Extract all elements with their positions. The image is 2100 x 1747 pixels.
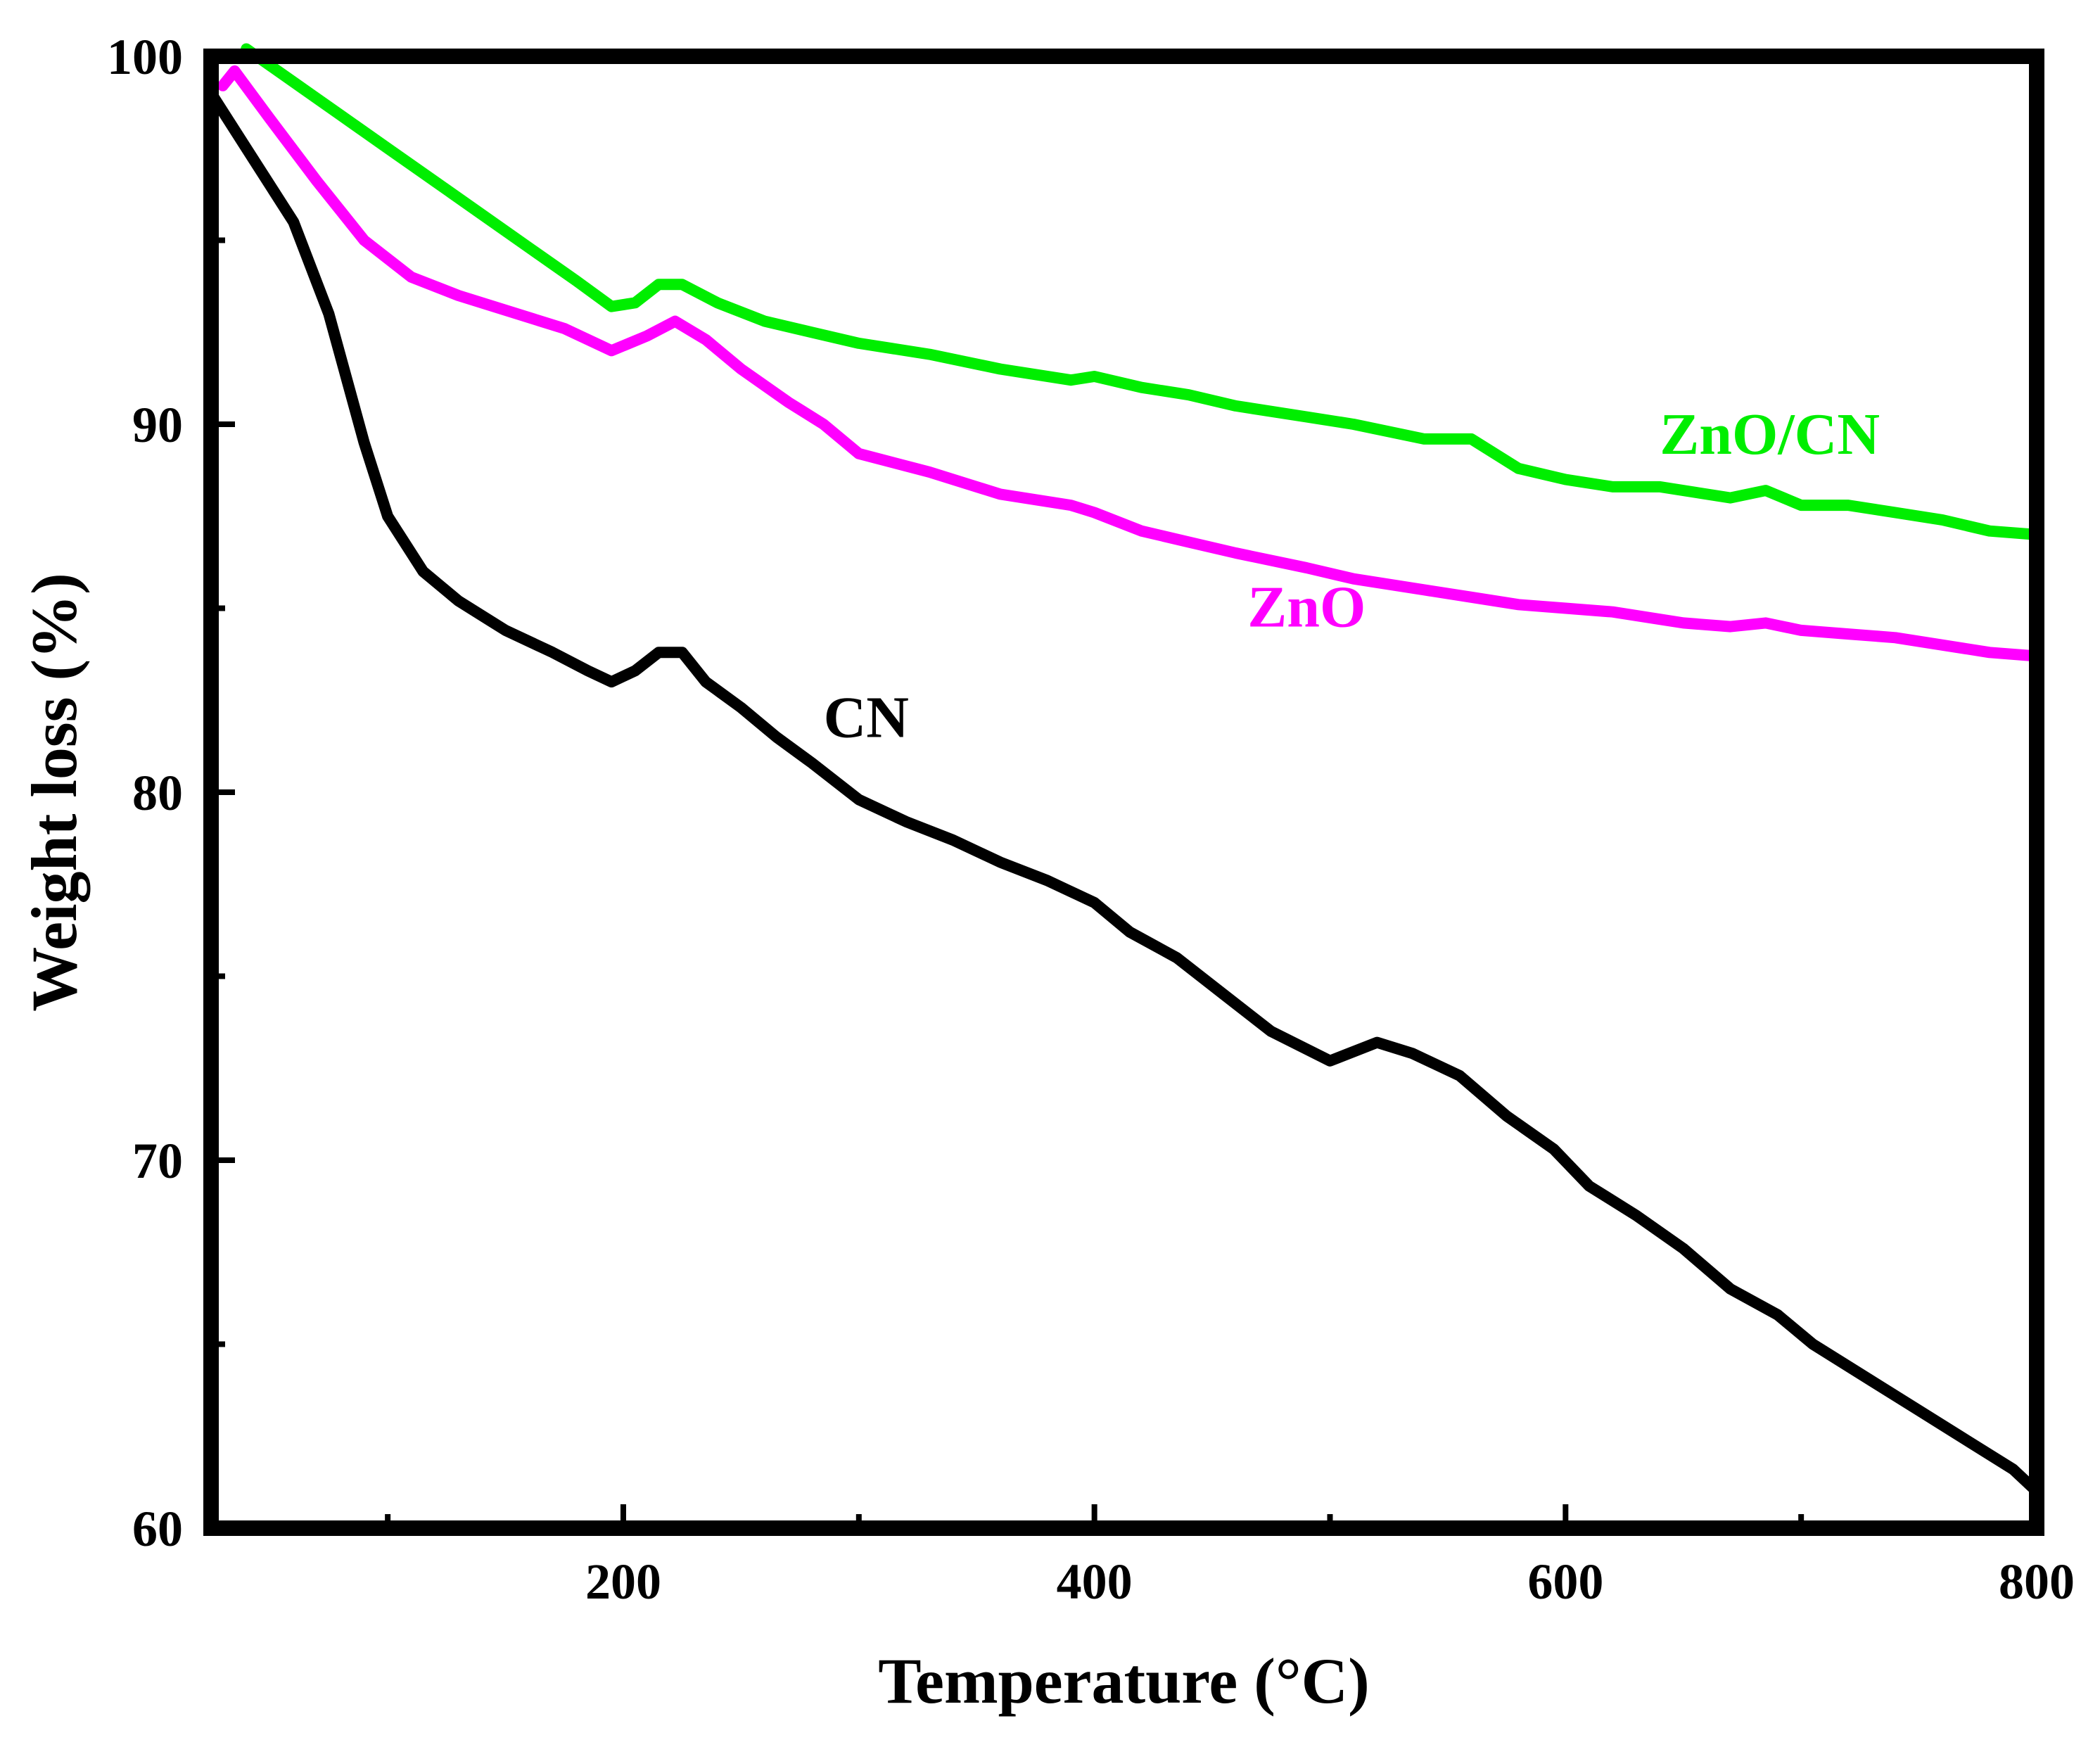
- series-label-zno-cn: ZnO/CN: [1660, 402, 1880, 467]
- y-tick-label: 80: [132, 765, 183, 821]
- y-tick-label: 60: [132, 1501, 183, 1557]
- x-tick-label: 200: [585, 1554, 661, 1610]
- x-tick-label: 400: [1057, 1554, 1133, 1610]
- series-label-cn: CN: [824, 685, 909, 751]
- y-tick-label: 100: [107, 29, 183, 85]
- x-tick-label: 600: [1527, 1554, 1603, 1610]
- series-annotations: ZnO/CN ZnO CN: [824, 402, 1880, 751]
- x-axis-title: Temperature (°C): [878, 1645, 1370, 1717]
- axis-ticks: [211, 53, 2039, 1531]
- series-layer: [205, 43, 2042, 1497]
- x-tick-label: 800: [1999, 1554, 2075, 1610]
- series-line-zno-cn: [241, 43, 2042, 540]
- y-axis-title: Weight loss (%): [18, 573, 90, 1012]
- series-line-zno: [217, 65, 2042, 662]
- y-tick-label: 70: [132, 1133, 183, 1189]
- axis-tick-labels: 200 400 600 800 60 70 80 90 100: [107, 29, 2075, 1610]
- y-tick-label: 90: [132, 397, 183, 453]
- series-label-zno: ZnO: [1247, 575, 1366, 640]
- series-line-cn: [205, 87, 2042, 1497]
